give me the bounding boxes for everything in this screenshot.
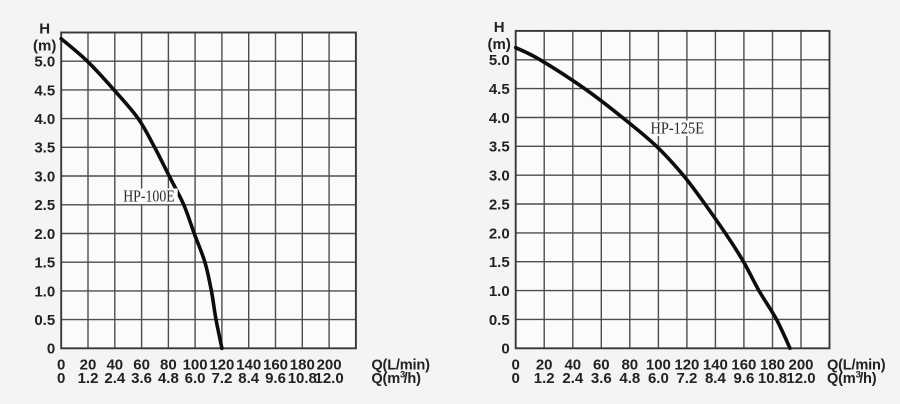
svg-text:3.0: 3.0 bbox=[489, 168, 510, 185]
svg-text:120: 120 bbox=[209, 357, 234, 374]
svg-text:0.5: 0.5 bbox=[34, 312, 55, 329]
svg-text:8.4: 8.4 bbox=[705, 370, 727, 387]
svg-text:0: 0 bbox=[47, 341, 55, 358]
svg-text:Q(m3/h): Q(m3/h) bbox=[827, 370, 877, 388]
svg-text:60: 60 bbox=[133, 357, 150, 374]
svg-text:2.0: 2.0 bbox=[489, 225, 510, 242]
svg-text:1.2: 1.2 bbox=[78, 370, 99, 387]
svg-text:10.8: 10.8 bbox=[288, 370, 317, 387]
svg-text:180: 180 bbox=[290, 357, 315, 374]
svg-text:7.2: 7.2 bbox=[211, 370, 232, 387]
svg-text:5.0: 5.0 bbox=[34, 54, 55, 71]
svg-text:140: 140 bbox=[236, 357, 261, 374]
svg-text:(m): (m) bbox=[33, 38, 56, 55]
svg-text:4.0: 4.0 bbox=[34, 111, 55, 128]
svg-text:12.0: 12.0 bbox=[314, 370, 343, 387]
svg-text:4.0: 4.0 bbox=[489, 110, 510, 127]
svg-text:4.5: 4.5 bbox=[34, 82, 55, 99]
svg-text:3.5: 3.5 bbox=[34, 140, 55, 157]
svg-text:Q(L/min): Q(L/min) bbox=[827, 358, 886, 374]
svg-text:10.8: 10.8 bbox=[758, 370, 787, 387]
svg-text:60: 60 bbox=[593, 357, 610, 374]
svg-text:40: 40 bbox=[564, 357, 581, 374]
svg-text:4.8: 4.8 bbox=[158, 370, 179, 387]
svg-text:2.4: 2.4 bbox=[562, 370, 584, 387]
svg-text:1.0: 1.0 bbox=[489, 283, 510, 300]
svg-text:0: 0 bbox=[501, 341, 509, 358]
svg-text:4.8: 4.8 bbox=[619, 370, 640, 387]
svg-text:Q(L/min): Q(L/min) bbox=[371, 358, 430, 374]
svg-text:0.5: 0.5 bbox=[489, 312, 510, 329]
svg-text:80: 80 bbox=[160, 357, 177, 374]
svg-text:160: 160 bbox=[731, 357, 756, 374]
svg-text:HP-125E: HP-125E bbox=[651, 119, 705, 138]
svg-text:3.6: 3.6 bbox=[591, 370, 612, 387]
svg-text:H: H bbox=[39, 21, 50, 38]
svg-text:12.0: 12.0 bbox=[786, 370, 815, 387]
svg-text:2.0: 2.0 bbox=[34, 226, 55, 243]
svg-text:20: 20 bbox=[80, 357, 97, 374]
svg-text:0: 0 bbox=[512, 370, 520, 387]
svg-text:80: 80 bbox=[621, 357, 638, 374]
svg-text:6.0: 6.0 bbox=[185, 370, 206, 387]
svg-text:2.4: 2.4 bbox=[104, 370, 126, 387]
svg-text:0: 0 bbox=[57, 370, 65, 387]
svg-text:6.0: 6.0 bbox=[648, 370, 669, 387]
svg-text:40: 40 bbox=[106, 357, 123, 374]
svg-text:200: 200 bbox=[317, 357, 342, 374]
svg-text:3.0: 3.0 bbox=[34, 168, 55, 185]
svg-text:120: 120 bbox=[674, 357, 699, 374]
svg-text:1.5: 1.5 bbox=[489, 254, 510, 271]
svg-text:Q(m3/h): Q(m3/h) bbox=[371, 370, 421, 388]
svg-text:5.0: 5.0 bbox=[489, 52, 510, 69]
svg-text:0: 0 bbox=[57, 357, 65, 374]
svg-text:200: 200 bbox=[788, 357, 813, 374]
svg-text:2.5: 2.5 bbox=[34, 197, 55, 214]
svg-text:3.5: 3.5 bbox=[489, 139, 510, 156]
svg-text:0: 0 bbox=[512, 357, 520, 374]
svg-text:2.5: 2.5 bbox=[489, 196, 510, 213]
svg-text:100: 100 bbox=[646, 357, 671, 374]
svg-text:140: 140 bbox=[703, 357, 728, 374]
svg-text:4.5: 4.5 bbox=[489, 81, 510, 98]
svg-text:1.5: 1.5 bbox=[34, 255, 55, 272]
svg-text:H: H bbox=[494, 19, 505, 36]
svg-text:100: 100 bbox=[183, 357, 208, 374]
svg-text:9.6: 9.6 bbox=[733, 370, 754, 387]
svg-text:180: 180 bbox=[760, 357, 785, 374]
svg-text:3.6: 3.6 bbox=[131, 370, 152, 387]
svg-text:20: 20 bbox=[536, 357, 553, 374]
svg-text:HP-100E: HP-100E bbox=[123, 187, 175, 206]
svg-text:(m): (m) bbox=[488, 36, 511, 53]
svg-text:9.6: 9.6 bbox=[265, 370, 286, 387]
svg-text:7.2: 7.2 bbox=[676, 370, 697, 387]
svg-text:8.4: 8.4 bbox=[238, 370, 260, 387]
svg-text:160: 160 bbox=[263, 357, 288, 374]
svg-text:1.0: 1.0 bbox=[34, 283, 55, 300]
svg-text:1.2: 1.2 bbox=[534, 370, 555, 387]
